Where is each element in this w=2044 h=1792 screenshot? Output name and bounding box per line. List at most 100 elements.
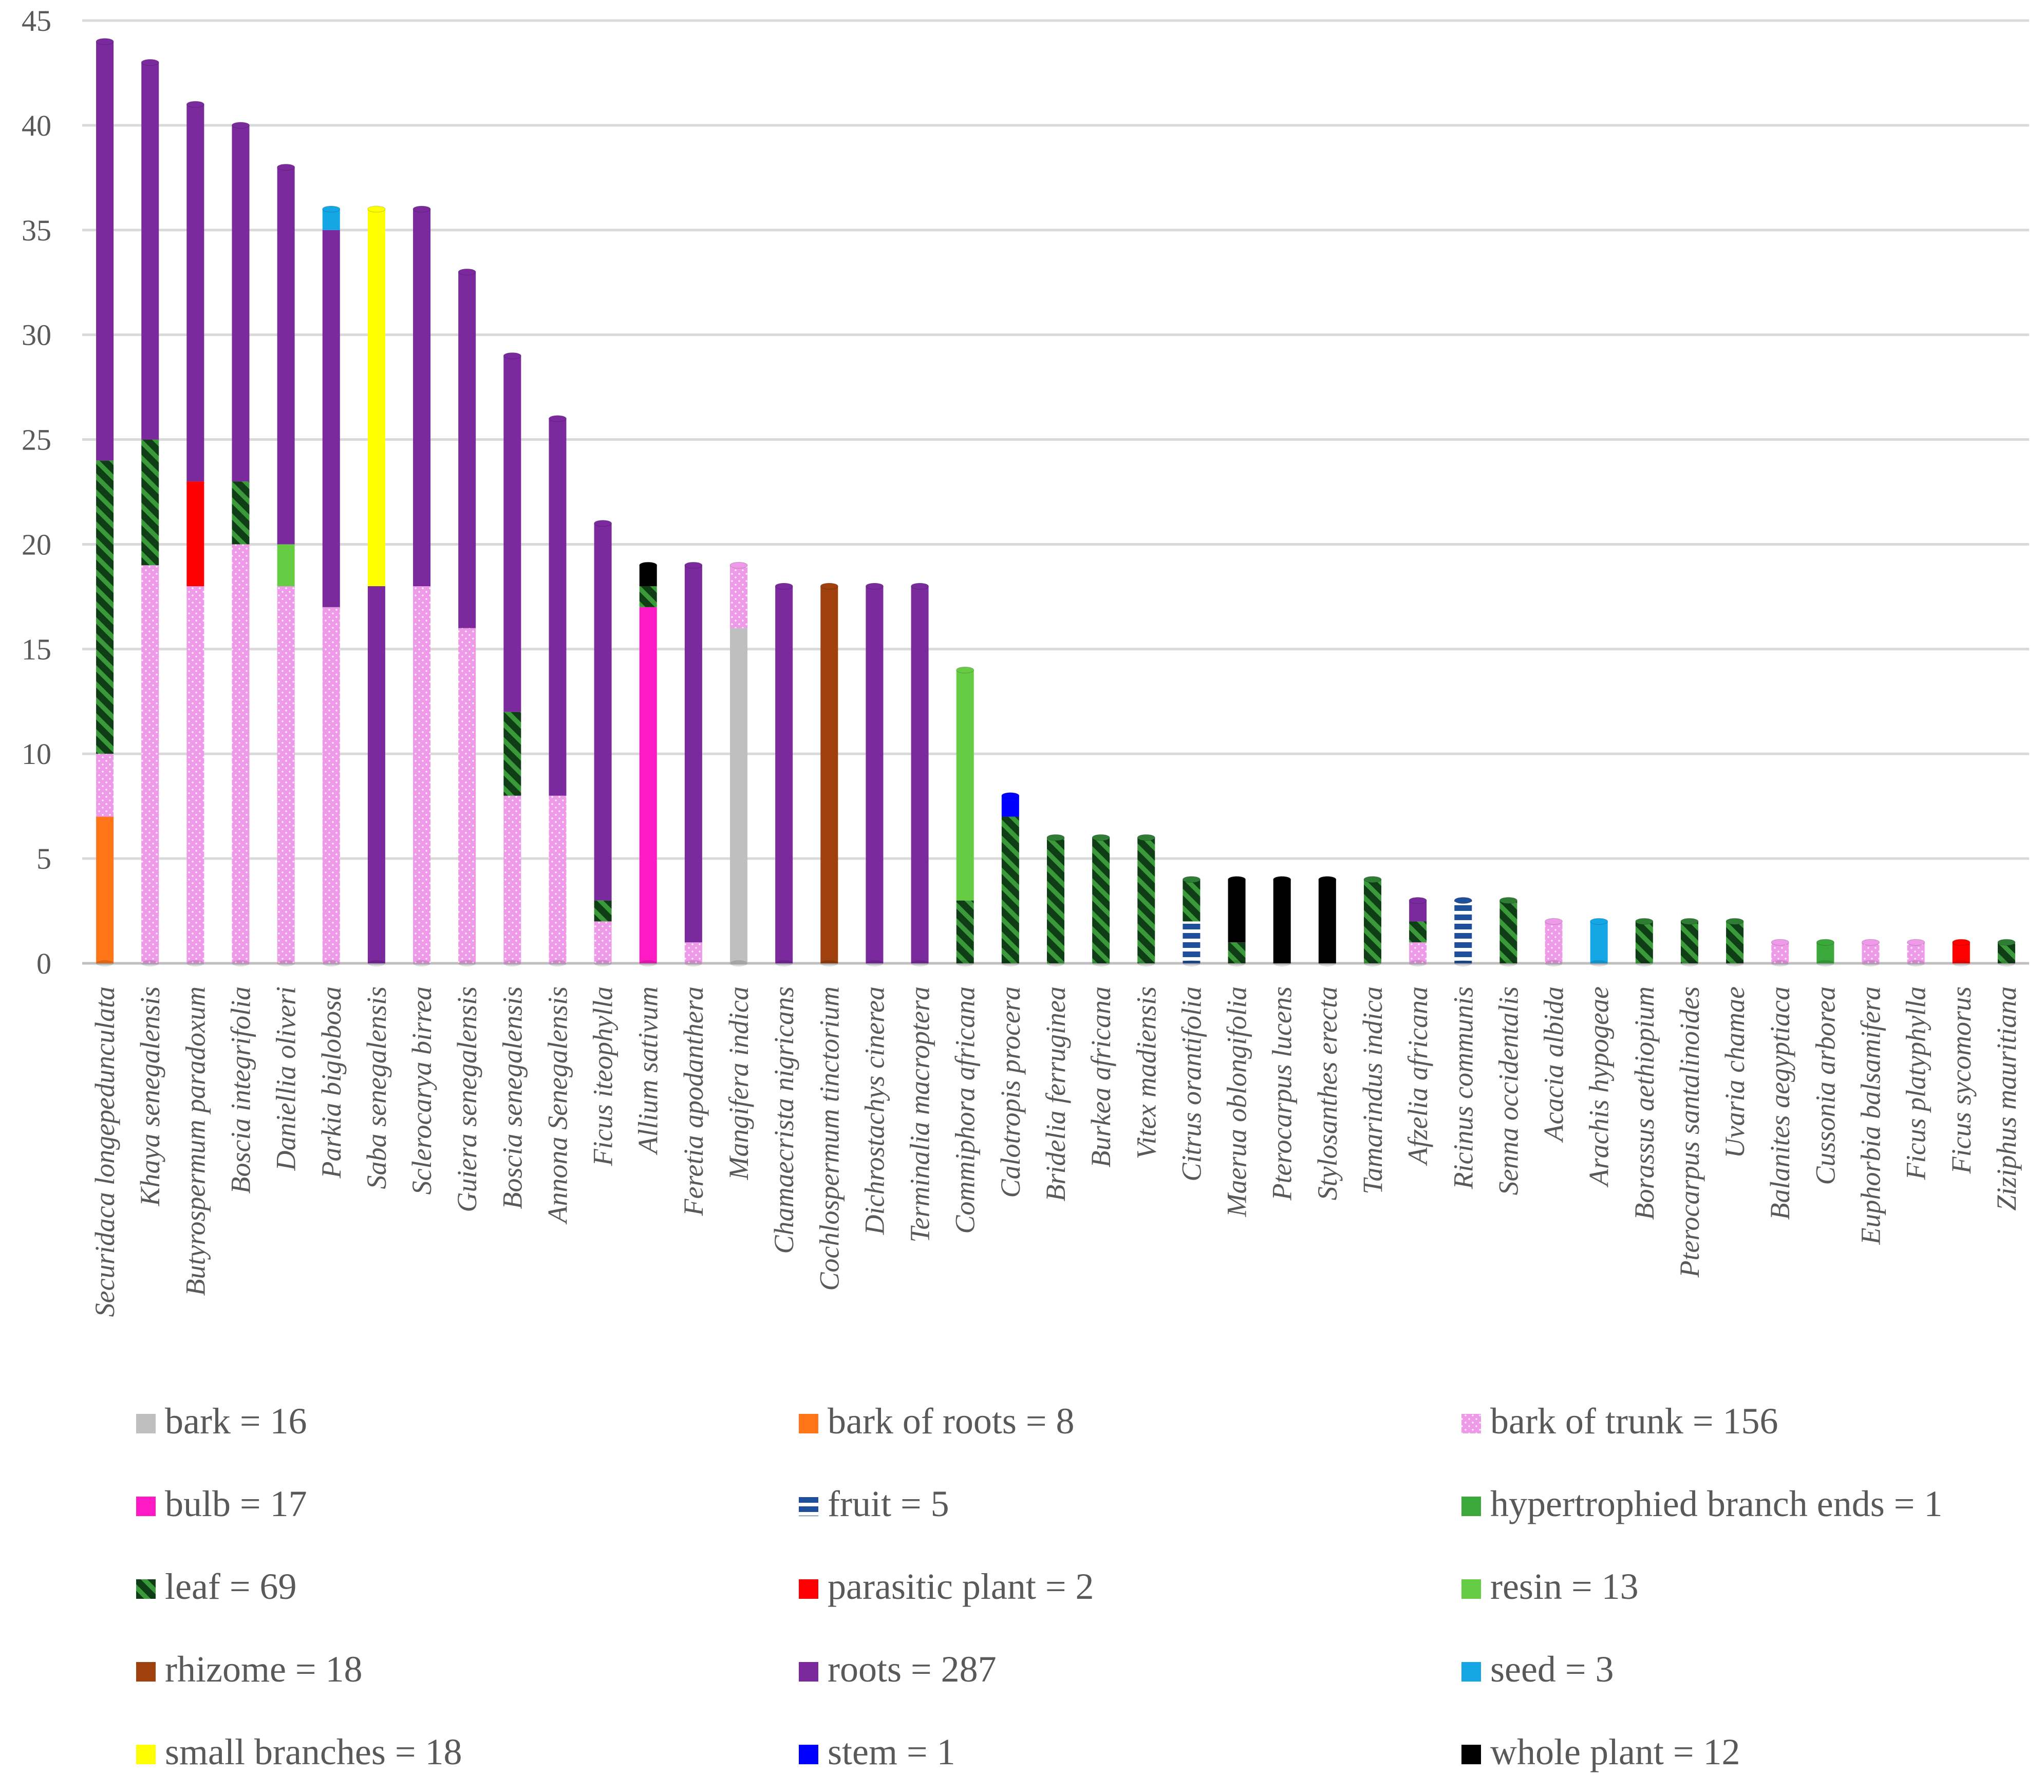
x-tick-label: Balanites aegyptiaca [1765,986,1795,1220]
bar-base [866,960,884,966]
legend-label: bark of trunk = 156 [1490,1401,1778,1442]
legend-label: small branches = 18 [165,1731,462,1772]
bar-base [1137,960,1155,966]
bar-cap [865,583,884,590]
bar-segment-leaf [1228,942,1246,963]
bar-stack-chamaecrista-nigricans [775,583,793,966]
bar-segment-leaf [1680,921,1698,963]
bar-segment-leaf [1183,879,1201,922]
x-tick-label: Pterocarpus santalinoides [1674,986,1705,1278]
bar-segment-roots [866,586,884,963]
x-tick-label: Securidaca longepedunculata [89,986,120,1317]
bar-stack-feretia-apodanthera [684,562,703,966]
bar-cap [1137,834,1155,841]
bar-segment-bark-of-trunk [549,795,567,963]
bar-segment-leaf [141,439,159,566]
bar-segment-leaf [1137,837,1155,963]
bar-segment-roots [458,272,476,628]
bar-segment-roots [775,586,793,963]
bar-segment-bark-of-trunk [1771,942,1789,963]
bar-segment-parasitic-plant [1952,942,1970,963]
bar-segment-bark-of-trunk [413,586,431,963]
legend-label: hypertrophied branch ends = 1 [1490,1483,1942,1524]
bar-base [1454,960,1472,966]
bar-cap [1997,939,2016,946]
bar-segment-seed [1590,921,1608,963]
bar-cap [458,268,476,275]
legend-item-roots: roots = 287 [799,1649,997,1690]
bar-segment-bark-of-trunk [186,586,204,963]
bar-segment-bark-of-trunk [1409,942,1427,963]
x-tick-label: Tamarindus indica [1357,986,1388,1194]
x-tick-label: Sclerocarya birrea [406,986,437,1194]
bar-base [684,960,702,966]
x-tick-label: Saba senegalensis [361,986,392,1189]
bar-stack-commiphora-africana [956,666,974,966]
y-tick-label: 40 [22,109,51,142]
bar-segment-bulb [639,607,657,963]
legend-item-small-branches: small branches = 18 [136,1731,462,1772]
bar-stack-pterocarpus-santalinoides [1680,918,1699,966]
bar-segment-roots [594,523,612,901]
bar-segment-bark-of-trunk [141,565,159,963]
bar-base [1363,960,1381,966]
legend-swatch [136,1414,156,1433]
x-tick-label: Arachis hypogeae [1584,986,1615,1187]
x-tick-label: Maerua oblongifolia [1222,986,1252,1217]
legend-item-bark-of-trunk: bark of trunk = 156 [1461,1401,1778,1442]
bar-segment-hypertrophied-branch-ends [1816,942,1834,963]
bar-stack-cochlospermum-tinctorium [820,583,838,966]
bar-base [367,960,385,966]
bar-base [639,960,657,966]
bar-segment-roots [503,356,521,712]
bar-cap [1318,876,1337,883]
bar-stack-uvaria-chamae [1726,918,1744,966]
bar-segment-roots [911,586,929,963]
bar-stack-ricinus-communis [1454,897,1472,966]
bar-base [1545,960,1563,966]
bar-cap [1862,939,1880,946]
x-tick-label: Cussonia arborea [1810,986,1841,1185]
bar-segment-bark-of-trunk [1862,942,1880,963]
bar-base [594,960,612,966]
bar-stack-guiera-senegalensis [458,268,476,966]
x-tick-label: Chamaecrista nigricans [768,986,799,1254]
y-tick-label: 10 [22,737,51,771]
bar-base [141,960,159,966]
legend-swatch [799,1497,818,1516]
bar-base [413,960,431,966]
bar-segment-bark [730,628,748,963]
bar-segment-leaf [1047,837,1064,963]
bar-cap [1001,792,1020,799]
legend-swatch [799,1579,818,1599]
bar-segment-bark-of-trunk [1545,921,1563,963]
bar-segment-leaf [232,481,250,545]
bar-cap [277,163,295,171]
bar-stack-ficus-platyphylla [1907,939,1925,966]
x-tick-label: Afzelia africana [1402,986,1433,1166]
bar-segment-leaf [594,900,612,922]
legend-label: seed = 3 [1490,1649,1614,1690]
bar-stack-burkea-africana [1092,834,1110,966]
legend-item-parasitic-plant: parasitic plant = 2 [799,1566,1094,1607]
bar-stack-sclerocarya-birrea [412,206,431,966]
x-tick-label: Pterocarpus lucens [1267,986,1298,1201]
bar-cap [1363,876,1382,883]
legend-label: leaf = 69 [165,1566,297,1607]
x-tick-label: Guiera senegalensis [452,986,482,1212]
bar-stack-mangifera-indica [729,562,748,966]
legend-swatch [1461,1662,1481,1682]
bar-base [956,960,974,966]
bar-cap [96,38,114,45]
x-tick-label: Ricinus communis [1448,986,1478,1189]
x-tick-label: Calotropis procera [995,986,1026,1198]
bar-segment-bark-of-trunk [730,565,748,628]
bar-cap [1182,876,1201,883]
x-tick-label: Burkea africana [1085,986,1116,1167]
bar-cap [911,583,929,590]
bar-cap [1273,876,1291,883]
bar-base [458,960,476,966]
x-tick-label: Boscia senegalensis [497,986,528,1209]
bar-segment-leaf [1409,921,1427,943]
bar-segment-parasitic-plant [186,481,204,586]
